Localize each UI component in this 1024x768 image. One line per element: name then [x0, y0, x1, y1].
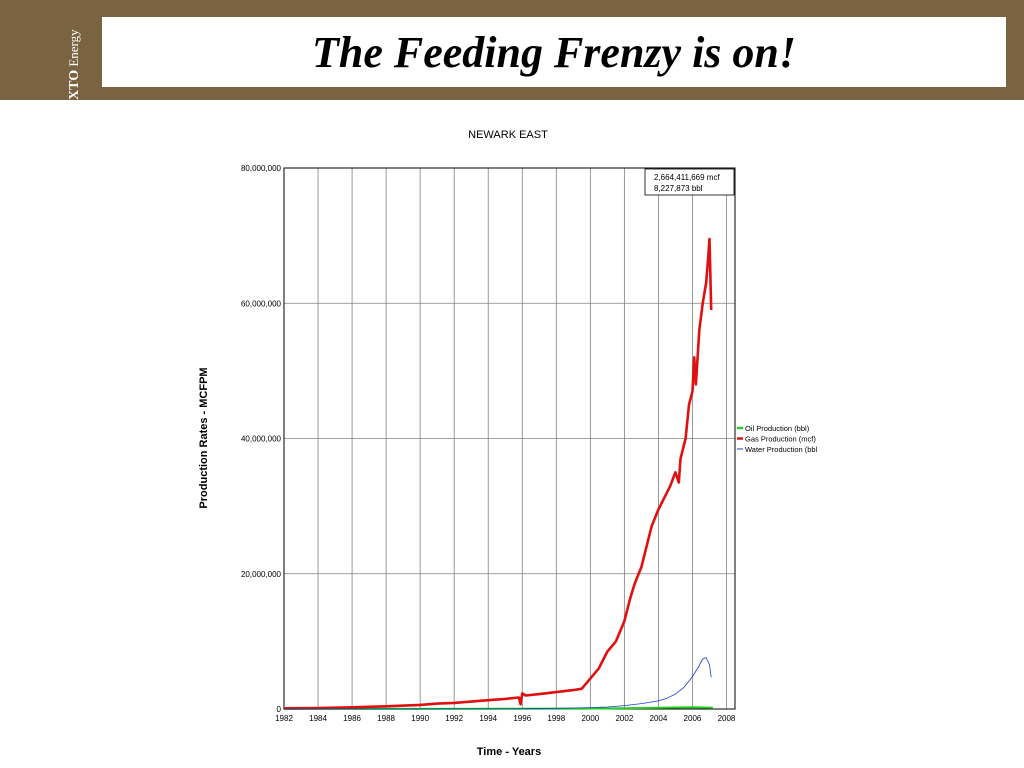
annotation-oil-total: 8,227,873 bbl — [654, 184, 703, 193]
legend: Oil Production (bbl) Gas Production (mcf)… — [737, 424, 818, 454]
y-axis-label: Production Rates - MCFPM — [198, 367, 210, 508]
legend-water-label: Water Production (bbl — [745, 445, 818, 454]
water-series-line — [283, 657, 712, 710]
x-tick-label: 2004 — [650, 714, 668, 723]
legend-oil-label: Oil Production (bbl) — [745, 424, 810, 433]
x-tick-label: 2008 — [718, 714, 736, 723]
x-axis-label: Time - Years — [477, 746, 541, 758]
x-tick-label: 1994 — [479, 714, 497, 723]
annotation-box: 2,664,411,669 mcf 8,227,873 bbl — [644, 168, 735, 196]
horizontal-gridlines — [284, 167, 735, 710]
x-tick-label: 1986 — [343, 714, 361, 723]
y-tick-labels: 0 20,000,000 40,000,000 60,000,000 80,000,00… — [241, 164, 282, 714]
y-tick-label: 80,000,000 — [241, 164, 282, 173]
x-tick-label: 1992 — [445, 714, 463, 723]
x-tick-labels: 1982 1984 1986 1988 1990 1992 1994 1996 1998 2000… — [275, 714, 736, 723]
x-tick-label: 1996 — [513, 714, 531, 723]
x-tick-label: 1984 — [309, 714, 327, 723]
gas-series-line — [283, 237, 713, 710]
x-tick-label: 1982 — [275, 714, 293, 723]
y-tick-label: 40,000,000 — [241, 435, 282, 444]
annotation-gas-total: 2,664,411,669 mcf — [654, 173, 720, 182]
title-box: The Feeding Frenzy is on! — [102, 17, 1006, 87]
x-tick-label: 2006 — [684, 714, 702, 723]
y-tick-label: 20,000,000 — [241, 570, 282, 579]
series-layer — [283, 237, 713, 710]
x-tick-label: 1998 — [547, 714, 565, 723]
slide-title: The Feeding Frenzy is on! — [311, 27, 797, 77]
x-tick-label: 2000 — [581, 714, 599, 723]
y-tick-label: 0 — [277, 705, 282, 714]
x-tick-label: 2002 — [615, 714, 633, 723]
y-tick-label: 60,000,000 — [241, 299, 282, 308]
x-tick-label: 1990 — [411, 714, 429, 723]
x-tick-label: 1988 — [377, 714, 395, 723]
legend-gas-label: Gas Production (mcf) — [745, 435, 816, 444]
chart-title: NEWARK EAST — [468, 129, 548, 141]
